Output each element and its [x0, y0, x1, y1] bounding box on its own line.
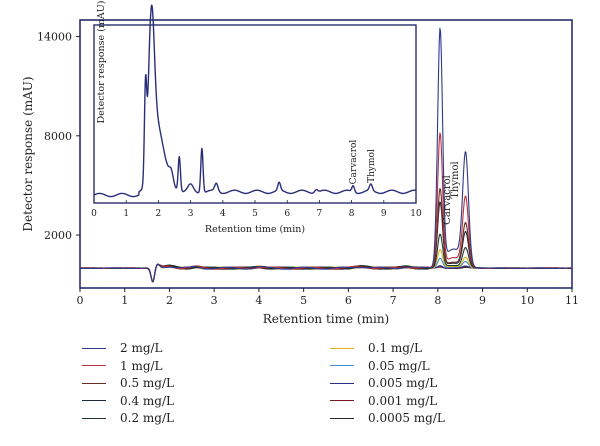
legend-item: 0.0005 mg/L [330, 410, 445, 426]
legend-swatch [82, 347, 106, 349]
x-tick-label: 6 [345, 294, 352, 307]
legend: 2 mg/L 1 mg/L 0.5 mg/L 0.4 mg/L 0.2 mg/L 0.1 … [82, 340, 522, 440]
inset-x-axis-title: Retention time (min) [205, 224, 305, 235]
inset-x-tick-label: 2 [156, 209, 162, 219]
inset-y-axis-title: Detector response (mAU) [96, 1, 107, 124]
inset-x-tick-label: 5 [252, 209, 258, 219]
legend-item: 0.4 mg/L [82, 393, 174, 409]
inset-x-tick-label: 0 [91, 209, 97, 219]
x-tick-label: 0 [77, 294, 84, 307]
legend-label: 0.1 mg/L [368, 341, 422, 355]
inset-x-tick-label: 3 [188, 209, 194, 219]
inset-x-tick-label: 1 [123, 209, 129, 219]
legend-swatch [330, 400, 354, 401]
x-tick-label: 3 [211, 294, 218, 307]
legend-swatch [330, 417, 354, 419]
x-tick-label: 4 [255, 294, 262, 307]
legend-item: 0.001 mg/L [330, 393, 437, 409]
legend-item: 0.5 mg/L [82, 375, 174, 391]
legend-label: 1 mg/L [120, 358, 163, 373]
inset-x-tick-label: 10 [410, 209, 422, 219]
legend-label: 0.4 mg/L [120, 393, 174, 408]
legend-swatch [82, 417, 106, 419]
peak-label-thymol: Thymol [450, 161, 461, 198]
legend-item: 0.005 mg/L [330, 375, 437, 391]
inset-x-tick-label: 4 [220, 209, 226, 219]
legend-item: 0.05 mg/L [330, 358, 430, 374]
legend-label: 0.0005 mg/L [368, 411, 445, 425]
legend-label: 2 mg/L [120, 341, 163, 355]
series-line [80, 233, 572, 283]
x-tick-label: 7 [390, 294, 397, 307]
legend-label: 0.5 mg/L [120, 376, 174, 390]
y-tick-label: 2000 [44, 229, 72, 242]
legend-swatch [330, 365, 354, 366]
legend-item: 1 mg/L [82, 358, 163, 374]
x-tick-label: 2 [166, 294, 173, 307]
legend-swatch [82, 400, 106, 401]
plot-frame [79, 19, 573, 289]
inset-x-tick-label: 6 [284, 209, 290, 219]
legend-swatch [330, 382, 354, 384]
x-tick-label: 8 [434, 294, 441, 307]
legend-swatch [82, 382, 106, 384]
inset-frame [93, 24, 417, 204]
series-line [79, 27, 572, 282]
x-tick-label: 9 [479, 294, 486, 307]
legend-swatch [330, 347, 354, 349]
legend-label: 0.005 mg/L [368, 376, 438, 390]
y-tick-label: 14000 [37, 31, 72, 44]
legend-item: 0.1 mg/L [330, 340, 422, 356]
peak-label-carvacrol: Carvacrol [442, 175, 453, 225]
inset-x-tick-label: 9 [381, 209, 387, 219]
inset-peak-label-carvacrol: Carvacrol [349, 140, 359, 185]
x-tick-label: 1 [121, 294, 128, 307]
legend-swatch [82, 365, 106, 366]
inset-x-tick-label: 7 [317, 209, 323, 219]
legend-item: 2 mg/L [82, 340, 163, 356]
inset-trace [93, 4, 417, 198]
inset-x-tick-label: 8 [349, 209, 355, 219]
series-line [80, 201, 572, 283]
inset-peak-label-thymol: Thymol [367, 149, 377, 183]
legend-item: 0.2 mg/L [82, 410, 174, 426]
legend-label: 0.2 mg/L [120, 411, 174, 425]
x-axis-title: Retention time (min) [263, 312, 389, 326]
x-tick-label: 11 [565, 294, 579, 307]
x-tick-label: 10 [520, 294, 534, 307]
x-tick-label: 5 [300, 294, 307, 307]
legend-label: 0.001 mg/L [368, 393, 438, 408]
legend-label: 0.05 mg/L [368, 358, 430, 373]
inset-plot: 0 1 2 3 4 5 6 7 8 9 10 Retention time (min) Detector… [91, 1, 422, 235]
y-axis-title: Detector response (mAU) [21, 76, 35, 231]
y-tick-label: 8000 [44, 130, 72, 143]
